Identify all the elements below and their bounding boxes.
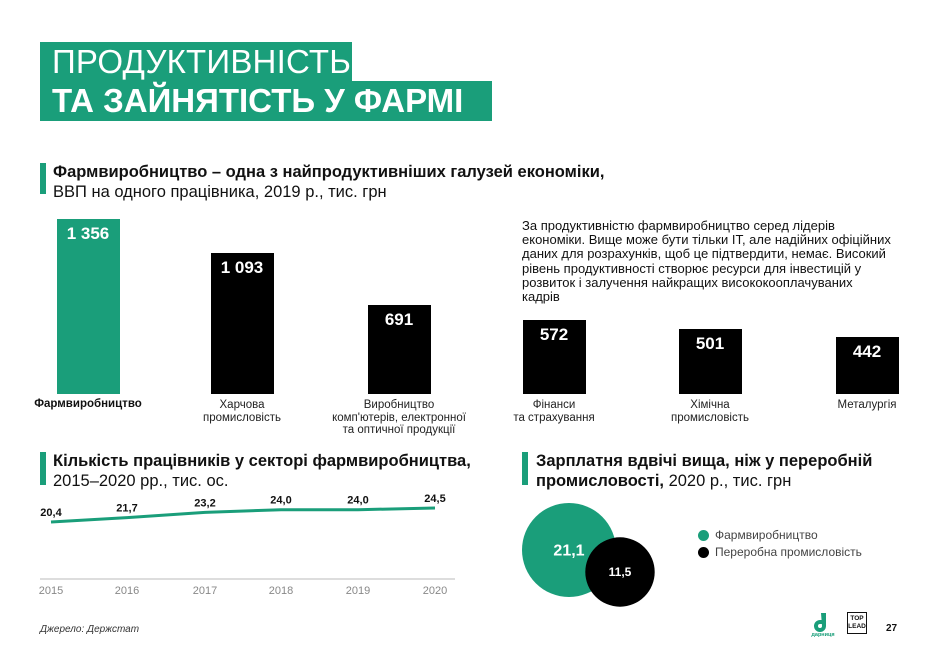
section3-marker xyxy=(522,452,528,485)
bar-value-label-5: 442 xyxy=(852,341,882,361)
toplead-logo-line1: TOP xyxy=(850,615,864,622)
section3-heading-bold2: промисловості, xyxy=(536,472,664,490)
bar-category-label-0: Фармвиробництво xyxy=(34,398,142,410)
page-title-line1: ПРОДУКТИВНІСТЬ xyxy=(40,42,352,82)
section2-heading-bold: Кількість працівників у секторі фармвиро… xyxy=(53,452,471,470)
bar-category-label-1: Харчова промисловість xyxy=(202,399,281,424)
line-value-label-1: 21,7 xyxy=(116,503,137,515)
legend-label-pharma: Фармвиробництво xyxy=(715,528,818,542)
legend-item-pharma: Фармвиробництво xyxy=(698,528,818,542)
bar-value-label-2: 691 xyxy=(384,309,414,329)
line-value-label-4: 24,0 xyxy=(347,495,368,507)
legend-item-processing: Переробна промисловість xyxy=(698,545,862,559)
page-title-line2: ТА ЗАЙНЯТІСТЬ У ФАРМІ xyxy=(40,81,492,121)
line-x-tick-5: 2020 xyxy=(423,585,447,597)
bar-5: 442 xyxy=(835,336,899,394)
bar-category-label-4: Хімічна промисловість xyxy=(670,399,749,424)
line-value-label-5: 24,5 xyxy=(424,493,445,505)
section1-note: За продуктивністю фармвиробництво серед … xyxy=(522,218,891,305)
legend-label-processing: Переробна промисловість xyxy=(715,545,862,559)
bar-3: 572 xyxy=(522,320,586,394)
section2-marker xyxy=(40,452,46,485)
line-x-tick-1: 2016 xyxy=(115,585,139,597)
line-value-label-2: 23,2 xyxy=(194,497,215,509)
svg-text:дарниця: дарниця xyxy=(811,632,834,637)
bar-0: 1 356 xyxy=(56,219,120,394)
bar-value-label-0: 1 356 xyxy=(66,224,110,243)
section1-heading-bold: Фармвиробництво – одна з найпродуктивніш… xyxy=(53,163,605,181)
section3-heading-sub: 2020 р., тис. грн xyxy=(664,472,792,490)
bar-1: 1 093 xyxy=(210,252,274,394)
section1-marker xyxy=(40,163,46,194)
line-x-tick-0: 2015 xyxy=(39,585,63,597)
legend-dot-pharma xyxy=(698,529,709,541)
section2-heading-sub: 2015–2020 рр., тис. ос. xyxy=(53,472,229,490)
line-value-label-0: 20,4 xyxy=(40,507,62,519)
toplead-logo-line2: LEAD xyxy=(848,623,866,630)
section3-heading: Зарплатня вдвічі вища, ніж у переробній … xyxy=(536,451,916,491)
bar-value-label-4: 501 xyxy=(695,334,725,354)
section1-heading: Фармвиробництво – одна з найпродуктивніш… xyxy=(53,162,673,202)
section3-heading-bold1: Зарплатня вдвічі вища, ніж у переробній xyxy=(536,452,873,470)
employment-series-line xyxy=(50,506,436,524)
legend-dot-processing xyxy=(698,546,709,558)
section1-heading-sub: ВВП на одного працівника, 2019 р., тис. … xyxy=(53,183,387,201)
bar-category-label-2: Виробництво комп'ютерів, електронної та … xyxy=(332,399,466,436)
line-x-tick-4: 2019 xyxy=(346,585,370,597)
source-note: Джерело: Держстат xyxy=(40,624,140,635)
bar-value-label-1: 1 093 xyxy=(220,257,264,277)
line-x-tick-2: 2017 xyxy=(193,585,217,597)
bar-4: 501 xyxy=(678,329,742,394)
bar-category-label-5: Металургія xyxy=(837,399,897,411)
line-value-label-3: 24,0 xyxy=(270,495,291,507)
line-x-tick-3: 2018 xyxy=(269,585,293,597)
section2-heading: Кількість працівників у секторі фармвиро… xyxy=(53,451,513,491)
bar-category-label-3: Фінанси та страхування xyxy=(513,399,595,424)
toplead-logo: TOP LEAD xyxy=(847,612,867,634)
page-number: 27 xyxy=(886,623,898,634)
bar-value-label-3: 572 xyxy=(539,325,569,345)
darnytsia-logo: дарниця xyxy=(811,613,835,637)
bar-2: 691 xyxy=(367,304,431,394)
